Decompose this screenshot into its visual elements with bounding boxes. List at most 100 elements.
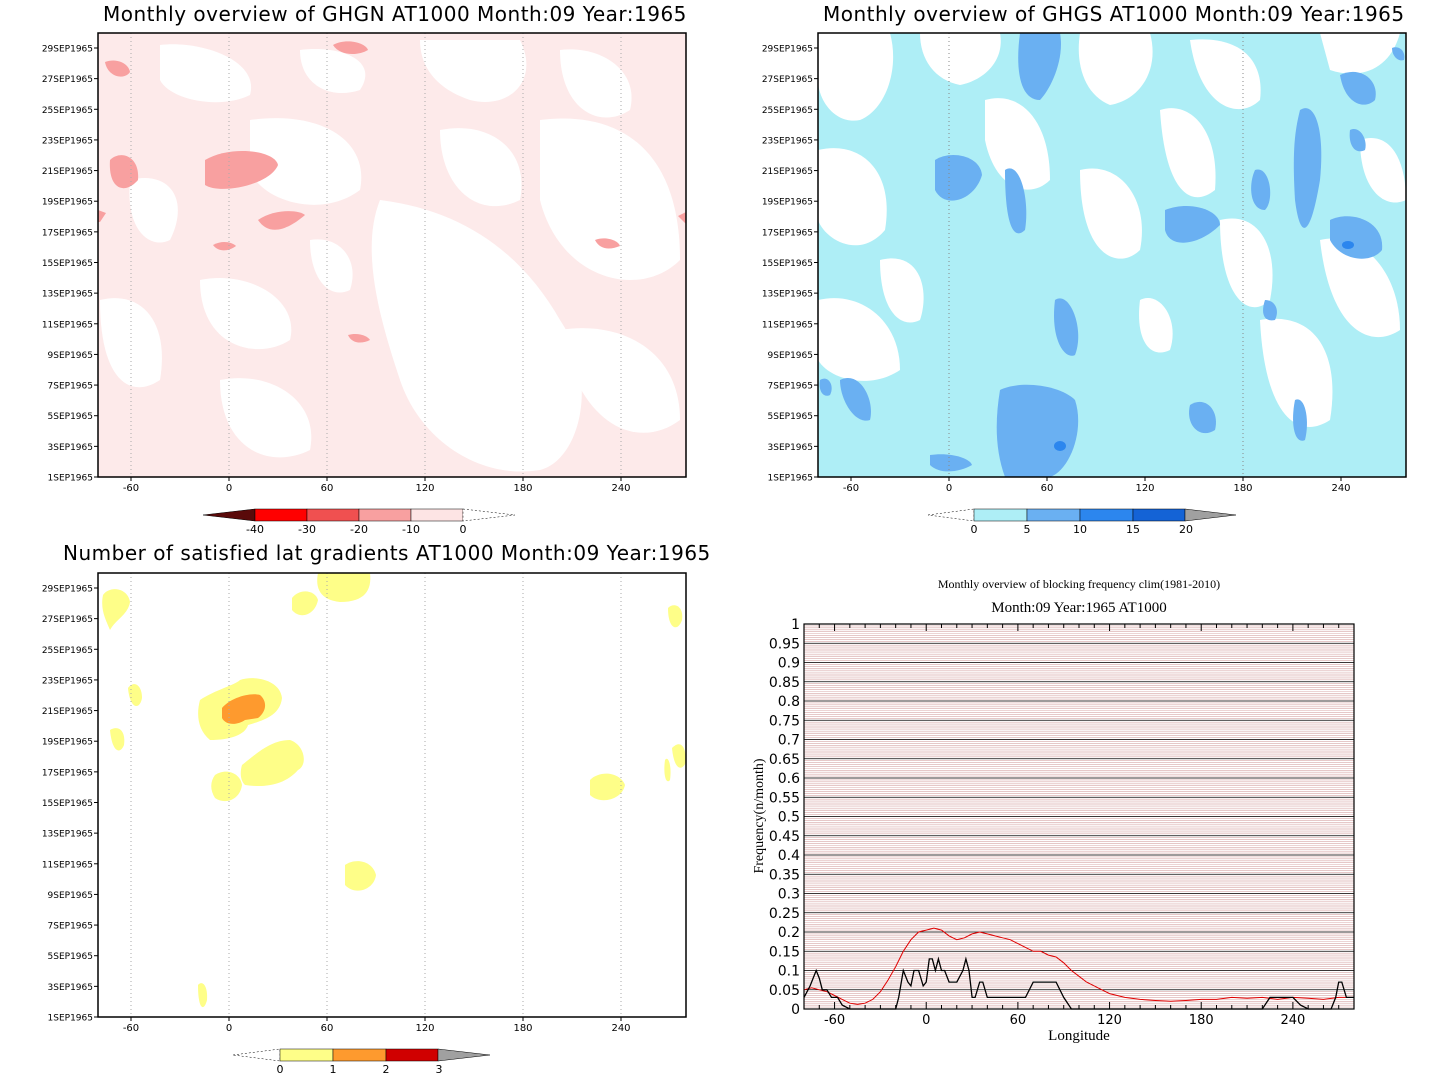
freq-title: Monthly overview of blocking frequency c… (938, 577, 1220, 591)
y-tick-label: 3SEP1965 (768, 443, 813, 453)
y-tick-label: 17SEP1965 (762, 228, 813, 238)
y-tick-label: 21SEP1965 (42, 167, 93, 177)
ghgn-plot: 1SEP1965 3SEP1965 5SEP1965 7SEP1965 9SEP1965… (42, 32, 687, 494)
y-tick-label: 0.05 (769, 983, 800, 999)
y-tick-label: 0.9 (778, 656, 800, 672)
x-tick-label: 0 (226, 483, 232, 494)
x-tick-label: 120 (415, 483, 434, 494)
y-tick-label: 27SEP1965 (42, 75, 93, 85)
y-tick-label: 0.1 (778, 964, 800, 980)
y-tick-label: 21SEP1965 (42, 707, 93, 717)
y-tick-label: 3SEP1965 (48, 983, 93, 993)
x-tick-label: -60 (843, 483, 859, 494)
y-tick-label: 0.95 (769, 636, 800, 652)
colorbar-label: 10 (1073, 523, 1087, 536)
x-tick-label: 0 (946, 483, 952, 494)
clim-line (803, 927, 1354, 1005)
y-tick-label: 1SEP1965 (48, 1014, 93, 1024)
y-tick-label: 0.45 (769, 829, 800, 845)
x-tick-label: 0 (226, 1023, 232, 1034)
x-tick-label: -60 (123, 483, 139, 494)
freq-ylabel: Frequency(n/month) (752, 758, 767, 873)
colorbar-label: 1 (330, 1063, 337, 1076)
colorbar-label: -40 (246, 523, 264, 536)
y-tick-label: 13SEP1965 (762, 290, 813, 300)
y-tick-label: 23SEP1965 (762, 136, 813, 146)
y-tick-label: 27SEP1965 (762, 75, 813, 85)
colorbar-label: -30 (298, 523, 316, 536)
x-tick-label: -60 (123, 1023, 139, 1034)
y-tick-label: 11SEP1965 (42, 320, 93, 330)
y-tick-label: 0.85 (769, 675, 800, 691)
y-tick-label: 0.75 (769, 713, 800, 729)
y-tick-label: 17SEP1965 (42, 768, 93, 778)
x-tick-label: 60 (321, 1023, 334, 1034)
y-tick-label: 29SEP1965 (762, 45, 813, 55)
y-tick-label: 19SEP1965 (762, 198, 813, 208)
x-tick-label: 60 (1010, 1013, 1027, 1028)
y-tick-label: 29SEP1965 (42, 585, 93, 595)
y-tick-label: 5SEP1965 (768, 412, 813, 422)
ghgn-colorbar: -40 -30 -20 -10 0 (202, 508, 516, 536)
colorbar-label: 0 (460, 523, 467, 536)
ghgs-plot: 1SEP1965 3SEP1965 5SEP1965 7SEP1965 9SEP1965… (762, 32, 1407, 494)
lat-title: Number of satisfied lat gradients AT1000… (63, 541, 711, 565)
x-tick-label: 0 (922, 1013, 930, 1028)
x-tick-label: 180 (1189, 1013, 1214, 1028)
ghgn-title: Monthly overview of GHGN AT1000 Month:09… (103, 2, 687, 26)
y-tick-label: 0.8 (778, 694, 800, 710)
y-tick-label: 27SEP1965 (42, 615, 93, 625)
y-tick-label: 25SEP1965 (42, 646, 93, 656)
y-tick-label: 0.15 (769, 944, 800, 960)
x-tick-label: 120 (1097, 1013, 1122, 1028)
x-tick-label: -60 (824, 1013, 845, 1028)
x-tick-label: 240 (611, 1023, 630, 1034)
y-tick-label: 17SEP1965 (42, 228, 93, 238)
x-tick-label: 240 (1280, 1013, 1305, 1028)
colorbar-label: -10 (402, 523, 420, 536)
y-tick-label: 15SEP1965 (42, 259, 93, 269)
y-tick-label: 29SEP1965 (42, 45, 93, 55)
y-tick-label: 13SEP1965 (42, 830, 93, 840)
y-tick-label: 13SEP1965 (42, 290, 93, 300)
freq-xlabel: Longitude (1048, 1028, 1110, 1044)
y-tick-label: 15SEP1965 (42, 799, 93, 809)
y-tick-label: 23SEP1965 (42, 676, 93, 686)
colorbar-label: -20 (350, 523, 368, 536)
colorbar-label: 2 (383, 1063, 390, 1076)
y-tick-label: 0.35 (769, 867, 800, 883)
y-tick-label: 0.7 (778, 733, 800, 749)
colorbar-label: 3 (436, 1063, 443, 1076)
y-tick-label: 0.65 (769, 752, 800, 768)
y-tick-label: 1SEP1965 (48, 474, 93, 484)
y-tick-label: 0.4 (778, 848, 800, 864)
y-tick-label: 25SEP1965 (762, 106, 813, 116)
x-tick-label: 60 (321, 483, 334, 494)
colorbar-label: 5 (1024, 523, 1031, 536)
y-tick-label: 3SEP1965 (48, 443, 93, 453)
x-tick-label: 180 (513, 1023, 532, 1034)
y-tick-label: 0.6 (778, 771, 800, 787)
y-tick-label: 0 (791, 1002, 800, 1018)
y-tick-label: 7SEP1965 (48, 922, 93, 932)
y-tick-label: 15SEP1965 (762, 259, 813, 269)
x-tick-label: 120 (415, 1023, 434, 1034)
y-tick-label: 0.2 (778, 925, 800, 941)
y-tick-label: 9SEP1965 (48, 891, 93, 901)
y-tick-label: 7SEP1965 (768, 382, 813, 392)
colorbar-label: 20 (1179, 523, 1193, 536)
x-tick-label: 180 (1233, 483, 1252, 494)
y-tick-label: 19SEP1965 (42, 198, 93, 208)
x-tick-label: 120 (1135, 483, 1154, 494)
y-tick-label: 9SEP1965 (768, 351, 813, 361)
y-tick-label: 0.5 (778, 810, 800, 826)
y-tick-label: 23SEP1965 (42, 136, 93, 146)
y-tick-label: 25SEP1965 (42, 106, 93, 116)
ghgs-colorbar: 0 5 10 15 20 (927, 508, 1237, 536)
ghgs-title: Monthly overview of GHGS AT1000 Month:09… (823, 2, 1405, 26)
freq-plot: Monthly overview of blocking frequency c… (752, 577, 1355, 1044)
y-tick-label: 19SEP1965 (42, 738, 93, 748)
y-tick-label: 11SEP1965 (762, 320, 813, 330)
colorbar-label: 0 (277, 1063, 284, 1076)
y-tick-label: 1SEP1965 (768, 474, 813, 484)
